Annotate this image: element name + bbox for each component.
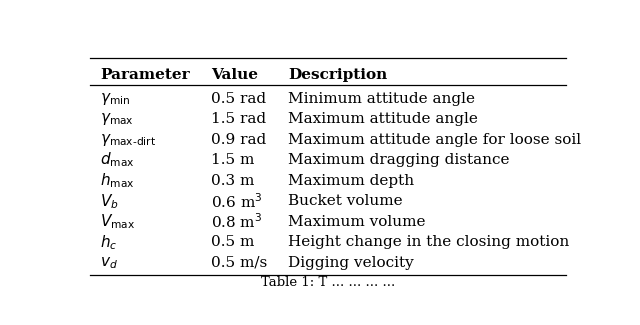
Text: Parameter: Parameter xyxy=(100,68,189,82)
Text: 1.5 m: 1.5 m xyxy=(211,153,255,167)
Text: Height change in the closing motion: Height change in the closing motion xyxy=(288,235,570,249)
Text: $v_{d}$: $v_{d}$ xyxy=(100,255,118,271)
Text: $V_{b}$: $V_{b}$ xyxy=(100,192,118,211)
Text: $V_{\mathrm{max}}$: $V_{\mathrm{max}}$ xyxy=(100,212,135,231)
Text: $\gamma_{\mathrm{max\text{-}dirt}}$: $\gamma_{\mathrm{max\text{-}dirt}}$ xyxy=(100,132,156,148)
Text: 1.5 rad: 1.5 rad xyxy=(211,112,267,126)
Text: Minimum attitude angle: Minimum attitude angle xyxy=(288,92,476,106)
Text: $\gamma_{\mathrm{min}}$: $\gamma_{\mathrm{min}}$ xyxy=(100,91,130,107)
Text: 0.5 m/s: 0.5 m/s xyxy=(211,256,268,270)
Text: Maximum volume: Maximum volume xyxy=(288,215,426,229)
Text: Digging velocity: Digging velocity xyxy=(288,256,414,270)
Text: Table 1: T ... ... ... ...: Table 1: T ... ... ... ... xyxy=(261,277,395,290)
Text: 0.8 m$^3$: 0.8 m$^3$ xyxy=(211,212,262,231)
Text: $\gamma_{\mathrm{max}}$: $\gamma_{\mathrm{max}}$ xyxy=(100,111,134,127)
Text: Description: Description xyxy=(288,68,388,82)
Text: 0.9 rad: 0.9 rad xyxy=(211,133,267,147)
Text: $d_{\mathrm{max}}$: $d_{\mathrm{max}}$ xyxy=(100,151,134,169)
Text: Maximum dragging distance: Maximum dragging distance xyxy=(288,153,510,167)
Text: 0.3 m: 0.3 m xyxy=(211,174,255,188)
Text: Maximum depth: Maximum depth xyxy=(288,174,415,188)
Text: 0.6 m$^3$: 0.6 m$^3$ xyxy=(211,192,263,211)
Text: Bucket volume: Bucket volume xyxy=(288,194,403,208)
Text: 0.5 m: 0.5 m xyxy=(211,235,255,249)
Text: $h_{\mathrm{max}}$: $h_{\mathrm{max}}$ xyxy=(100,171,134,190)
Text: Maximum attitude angle for loose soil: Maximum attitude angle for loose soil xyxy=(288,133,582,147)
Text: Maximum attitude angle: Maximum attitude angle xyxy=(288,112,478,126)
Text: Value: Value xyxy=(211,68,259,82)
Text: 0.5 rad: 0.5 rad xyxy=(211,92,267,106)
Text: $h_{c}$: $h_{c}$ xyxy=(100,233,117,252)
